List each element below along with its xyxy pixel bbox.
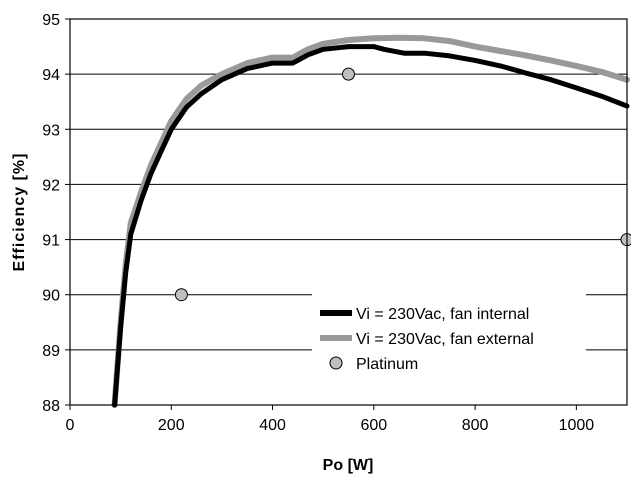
y-tick-label: 94: [42, 67, 60, 84]
x-tick-label: 200: [158, 417, 185, 434]
x-tick-labels: 0 200 400 600 800 1000: [66, 417, 595, 434]
x-tick-label: 1000: [559, 417, 595, 434]
legend: Vi = 230Vac, fan internal Vi = 230Vac, f…: [312, 290, 586, 382]
x-tick-label: 0: [66, 417, 75, 434]
plot-frame: [65, 18, 628, 410]
platinum-point: [620, 233, 631, 247]
platinum-point: [342, 67, 355, 81]
legend-label-fan-external: Vi = 230Vac, fan external: [356, 331, 534, 348]
x-tick-label: 600: [360, 417, 387, 434]
y-tick-label: 93: [42, 122, 60, 139]
platinum-point: [174, 288, 188, 302]
legend-label-platinum: Platinum: [356, 356, 418, 373]
x-tick-label: 800: [462, 417, 489, 434]
series-layer: [111, 34, 631, 408]
y-tick-label: 89: [42, 343, 60, 360]
y-axis-title: Efficiency [%]: [11, 153, 28, 272]
y-tick-label: 91: [42, 233, 60, 250]
series-line-fan-internal: [112, 44, 630, 408]
x-axis-title: Po [W]: [323, 457, 374, 474]
series-line-fan-external: [111, 34, 630, 408]
y-tick-label: 88: [42, 398, 60, 415]
y-tick-label: 95: [42, 12, 60, 29]
x-tick-label: 400: [259, 417, 286, 434]
y-tick-labels: 88 89 90 91 92 93 94 95: [42, 12, 60, 415]
legend-background: [312, 290, 586, 382]
legend-label-fan-internal: Vi = 230Vac, fan internal: [356, 306, 529, 323]
legend-swatch-platinum: [329, 356, 343, 370]
y-tick-label: 90: [42, 288, 60, 305]
y-tick-label: 92: [42, 177, 60, 194]
plot-border: [69, 18, 628, 406]
